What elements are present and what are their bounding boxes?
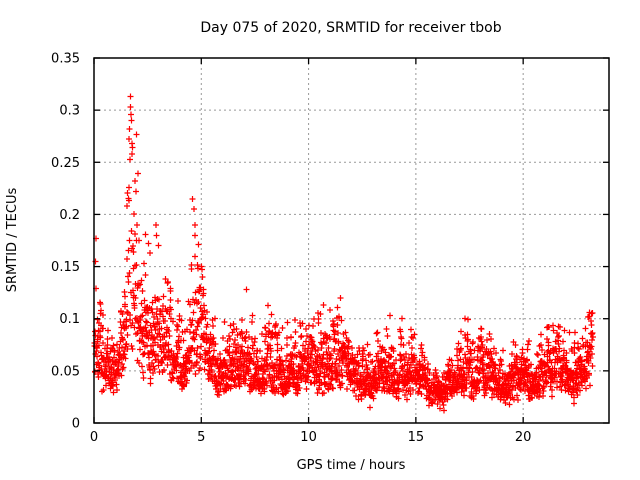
- x-tick-label: 0: [90, 430, 98, 445]
- y-tick-labels: 0 0.05 0.1 0.15 0.2 0.25 0.3 0.35: [51, 52, 80, 432]
- x-tick-label: 5: [197, 430, 205, 445]
- tick-marks: [93, 57, 609, 424]
- scatter-series: [91, 93, 596, 414]
- x-tick-labels: 0 5 10 15 20: [90, 430, 532, 445]
- scatter-path: [91, 93, 596, 414]
- y-tick-label: 0.35: [51, 52, 80, 67]
- y-tick-label: 0: [72, 417, 80, 432]
- plot-border: [93, 57, 610, 424]
- y-tick-label: 0.05: [51, 364, 80, 379]
- y-tick-label: 0.3: [59, 104, 80, 119]
- x-tick-label: 15: [408, 430, 425, 445]
- x-tick-label: 20: [515, 430, 532, 445]
- y-axis-label: SRMTID / TECUs: [5, 188, 20, 293]
- y-tick-label: 0.2: [59, 208, 80, 223]
- x-axis-label: GPS time / hours: [297, 458, 406, 473]
- axis-border: [93, 57, 610, 424]
- y-tick-label: 0.1: [59, 312, 80, 327]
- grid-lines: [94, 58, 609, 423]
- x-tick-label: 10: [300, 430, 317, 445]
- y-tick-label: 0.15: [51, 260, 80, 275]
- y-tick-label: 0.25: [51, 156, 80, 171]
- chart-title: Day 075 of 2020, SRMTID for receiver tbo…: [200, 20, 501, 36]
